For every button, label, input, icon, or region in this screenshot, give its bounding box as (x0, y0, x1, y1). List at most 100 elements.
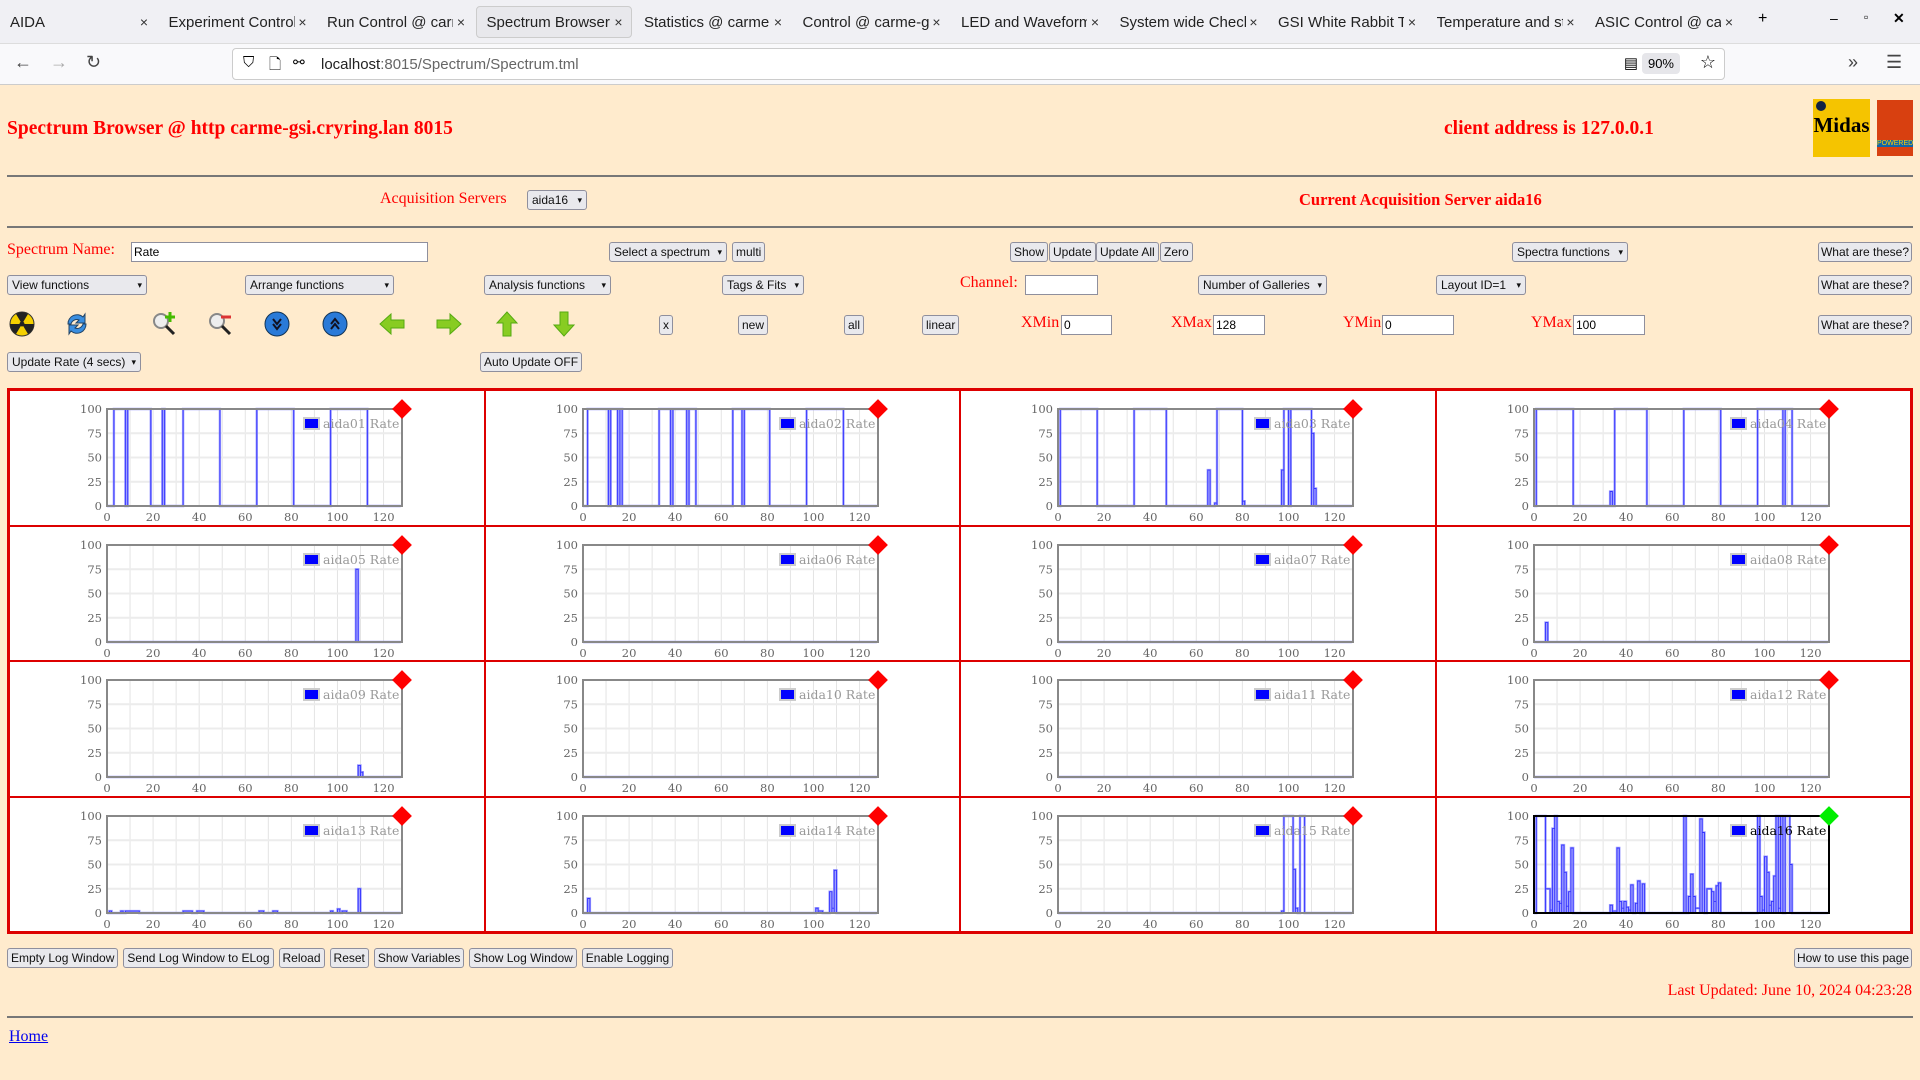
spectrum-chart[interactable]: 0 25 50 75 100 0 20 40 60 80 100 120 aida14 Rate (486, 798, 962, 934)
tab-3[interactable]: Spectrum Browser × (475, 6, 632, 38)
number-of-galleries-dropdown[interactable]: Number of Galleries ▾ (1198, 275, 1327, 295)
spectrum-cell[interactable]: 0 25 50 75 100 0 20 40 60 80 100 120 aida05 Rate (9, 525, 485, 661)
spectrum-chart[interactable]: 0 25 50 75 100 0 20 40 60 80 100 120 aida02 Rate (486, 391, 962, 527)
tab-1[interactable]: Experiment Control × (159, 6, 315, 38)
spectrum-chart[interactable]: 0 25 50 75 100 0 20 40 60 80 100 120 aida16 Rate (1437, 798, 1913, 934)
arrow-down-icon[interactable] (550, 310, 578, 338)
status-diamond-icon[interactable] (1818, 805, 1839, 826)
xmax-input[interactable]: 128 (1213, 315, 1265, 335)
layout-dropdown[interactable]: Layout ID=1 ▾ (1436, 275, 1526, 295)
spectrum-cell[interactable]: 0 25 50 75 100 0 20 40 60 80 100 120 aida01 Rate (9, 390, 485, 526)
arrange-functions-dropdown[interactable]: Arrange functions ▾ (245, 275, 394, 295)
multi-button[interactable]: multi (732, 242, 766, 262)
scroll-up-icon[interactable] (321, 310, 349, 338)
what-are-these-button[interactable]: What are these? (1818, 315, 1912, 335)
overflow-icon[interactable]: » (1848, 52, 1859, 72)
tab-10[interactable]: ASIC Control @ car × (1585, 6, 1741, 38)
tab-7[interactable]: System wide Check × (1110, 6, 1266, 38)
spectrum-cell[interactable]: 0 25 50 75 100 0 20 40 60 80 100 120 aida14 Rate (484, 796, 962, 934)
scroll-down-icon[interactable] (263, 310, 291, 338)
forward-icon[interactable]: → (50, 52, 68, 72)
close-tab-icon[interactable]: × (1566, 14, 1575, 30)
shield-icon[interactable]: ⛉ (243, 54, 255, 71)
close-tab-icon[interactable]: × (773, 14, 782, 30)
permissions-icon[interactable]: ⚯ (293, 54, 305, 70)
menu-icon[interactable]: ☰ (1886, 52, 1903, 72)
show-button[interactable]: Show (1010, 242, 1049, 262)
tab-4[interactable]: Statistics @ carme × (634, 6, 790, 38)
spectrum-cell[interactable]: 0 25 50 75 100 0 20 40 60 80 100 120 aida06 Rate (484, 525, 962, 663)
close-tab-icon[interactable]: × (456, 14, 465, 30)
spectrum-cell[interactable]: 0 25 50 75 100 0 20 40 60 80 100 120 aida11 Rate (960, 661, 1436, 797)
tags-fits-dropdown[interactable]: Tags & Fits ▾ (722, 275, 804, 295)
update-button[interactable]: Update (1049, 242, 1096, 262)
update-all-button[interactable]: Update All (1096, 242, 1159, 262)
close-window-icon[interactable]: ✕ (1893, 10, 1905, 26)
spectrum-name-input[interactable]: Rate (131, 242, 428, 262)
footer-button[interactable]: Send Log Window to ELog (123, 948, 274, 968)
view-functions-dropdown[interactable]: View functions ▾ (7, 275, 147, 295)
spectrum-chart[interactable]: 0 25 50 75 100 0 20 40 60 80 100 120 aida07 Rate (961, 527, 1437, 663)
close-tab-icon[interactable]: × (139, 14, 148, 30)
footer-button[interactable]: Enable Logging (581, 948, 674, 968)
arrow-right-icon[interactable] (435, 310, 463, 338)
spectrum-cell[interactable]: 0 25 50 75 100 0 20 40 60 80 100 120 aida09 Rate (9, 661, 485, 797)
x-button[interactable]: x (659, 315, 673, 335)
zoom-in-icon[interactable] (150, 310, 178, 338)
add-tab-icon[interactable]: + (1758, 10, 1768, 27)
new-button[interactable]: new (738, 315, 769, 335)
spectrum-cell[interactable]: 0 25 50 75 100 0 20 40 60 80 100 120 aida15 Rate (960, 796, 1436, 932)
spectrum-cell[interactable]: 0 25 50 75 100 0 20 40 60 80 100 120 aida04 Rate (1435, 390, 1913, 527)
footer-button[interactable]: Show Log Window (469, 948, 577, 968)
all-button[interactable]: all (844, 315, 865, 335)
home-link[interactable]: Home (9, 1028, 49, 1045)
refresh-icon[interactable] (63, 310, 91, 338)
close-tab-icon[interactable]: × (614, 14, 623, 30)
zero-button[interactable]: Zero (1160, 242, 1193, 262)
status-diamond-icon[interactable] (1818, 670, 1839, 690)
arrow-up-icon[interactable] (493, 310, 521, 338)
spectrum-cell[interactable]: 0 25 50 75 100 0 20 40 60 80 100 120 aida13 Rate (9, 796, 486, 934)
spectrum-chart[interactable]: 0 25 50 75 100 0 20 40 60 80 100 120 aida08 Rate (1437, 527, 1913, 663)
acq-server-select[interactable]: aida16 ▾ (527, 190, 587, 210)
footer-button[interactable]: Reload (278, 948, 325, 968)
status-diamond-icon[interactable] (392, 399, 412, 419)
close-tab-icon[interactable]: × (932, 14, 941, 30)
how-to-use-button[interactable]: How to use this page (1794, 948, 1912, 968)
spectrum-chart[interactable]: 0 25 50 75 100 0 20 40 60 80 100 120 aida04 Rate (1437, 391, 1913, 527)
ymin-input[interactable]: 0 (1382, 315, 1454, 335)
spectrum-cell[interactable]: 0 25 50 75 100 0 20 40 60 80 100 120 aida10 Rate (484, 661, 962, 798)
spectrum-chart[interactable]: 0 25 50 75 100 0 20 40 60 80 100 120 aida11 Rate (961, 662, 1437, 798)
channel-input[interactable] (1025, 275, 1098, 295)
maximize-icon[interactable]: ▫ (1864, 10, 1869, 24)
spectrum-chart[interactable]: 0 25 50 75 100 0 20 40 60 80 100 120 aida13 Rate (10, 798, 486, 934)
url-text[interactable]: localhost:8015/Spectrum/Spectrum.tml (321, 56, 579, 73)
tab-5[interactable]: Control @ carme-g × (793, 6, 949, 38)
close-tab-icon[interactable]: × (1090, 14, 1099, 30)
status-diamond-icon[interactable] (1343, 399, 1363, 419)
status-diamond-icon[interactable] (1818, 534, 1839, 555)
spectrum-cell[interactable]: 0 25 50 75 100 0 20 40 60 80 100 120 aida16 Rate (1435, 796, 1913, 934)
close-tab-icon[interactable]: × (1724, 14, 1733, 30)
spectrum-cell[interactable]: 0 25 50 75 100 0 20 40 60 80 100 120 aida02 Rate (484, 390, 962, 527)
arrow-left-icon[interactable] (378, 310, 406, 338)
close-tab-icon[interactable]: × (298, 14, 307, 30)
bookmark-star-icon[interactable]: ☆ (1699, 52, 1716, 72)
footer-button[interactable]: Empty Log Window (7, 948, 119, 968)
tab-8[interactable]: GSI White Rabbit T × (1268, 6, 1424, 38)
address-bar[interactable]: ⛉ 🗋 ⚯ localhost:8015/Spectrum/Spectrum.t… (232, 48, 1725, 80)
spectrum-chart[interactable]: 0 25 50 75 100 0 20 40 60 80 100 120 aida12 Rate (1437, 662, 1913, 798)
radiation-icon[interactable] (8, 310, 36, 338)
status-diamond-icon[interactable] (1343, 805, 1363, 826)
spectrum-chart[interactable]: 0 25 50 75 100 0 20 40 60 80 100 120 aida10 Rate (486, 662, 962, 798)
spectra-functions-dropdown[interactable]: Spectra functions ▾ (1512, 242, 1628, 262)
footer-button[interactable]: Show Variables (373, 948, 465, 968)
select-spectrum-dropdown[interactable]: Select a spectrum ▾ (609, 242, 727, 262)
footer-button[interactable]: Reset (329, 948, 369, 968)
zoom-level[interactable]: 90% (1641, 53, 1680, 74)
spectrum-chart[interactable]: 0 25 50 75 100 0 20 40 60 80 100 120 aida06 Rate (486, 527, 962, 663)
spectrum-chart[interactable]: 0 25 50 75 100 0 20 40 60 80 100 120 aida01 Rate (10, 391, 486, 527)
spectrum-cell[interactable]: 0 25 50 75 100 0 20 40 60 80 100 120 aida12 Rate (1435, 661, 1913, 798)
what-are-these-button[interactable]: What are these? (1818, 242, 1912, 262)
tab-2[interactable]: Run Control @ carme× (317, 6, 473, 38)
